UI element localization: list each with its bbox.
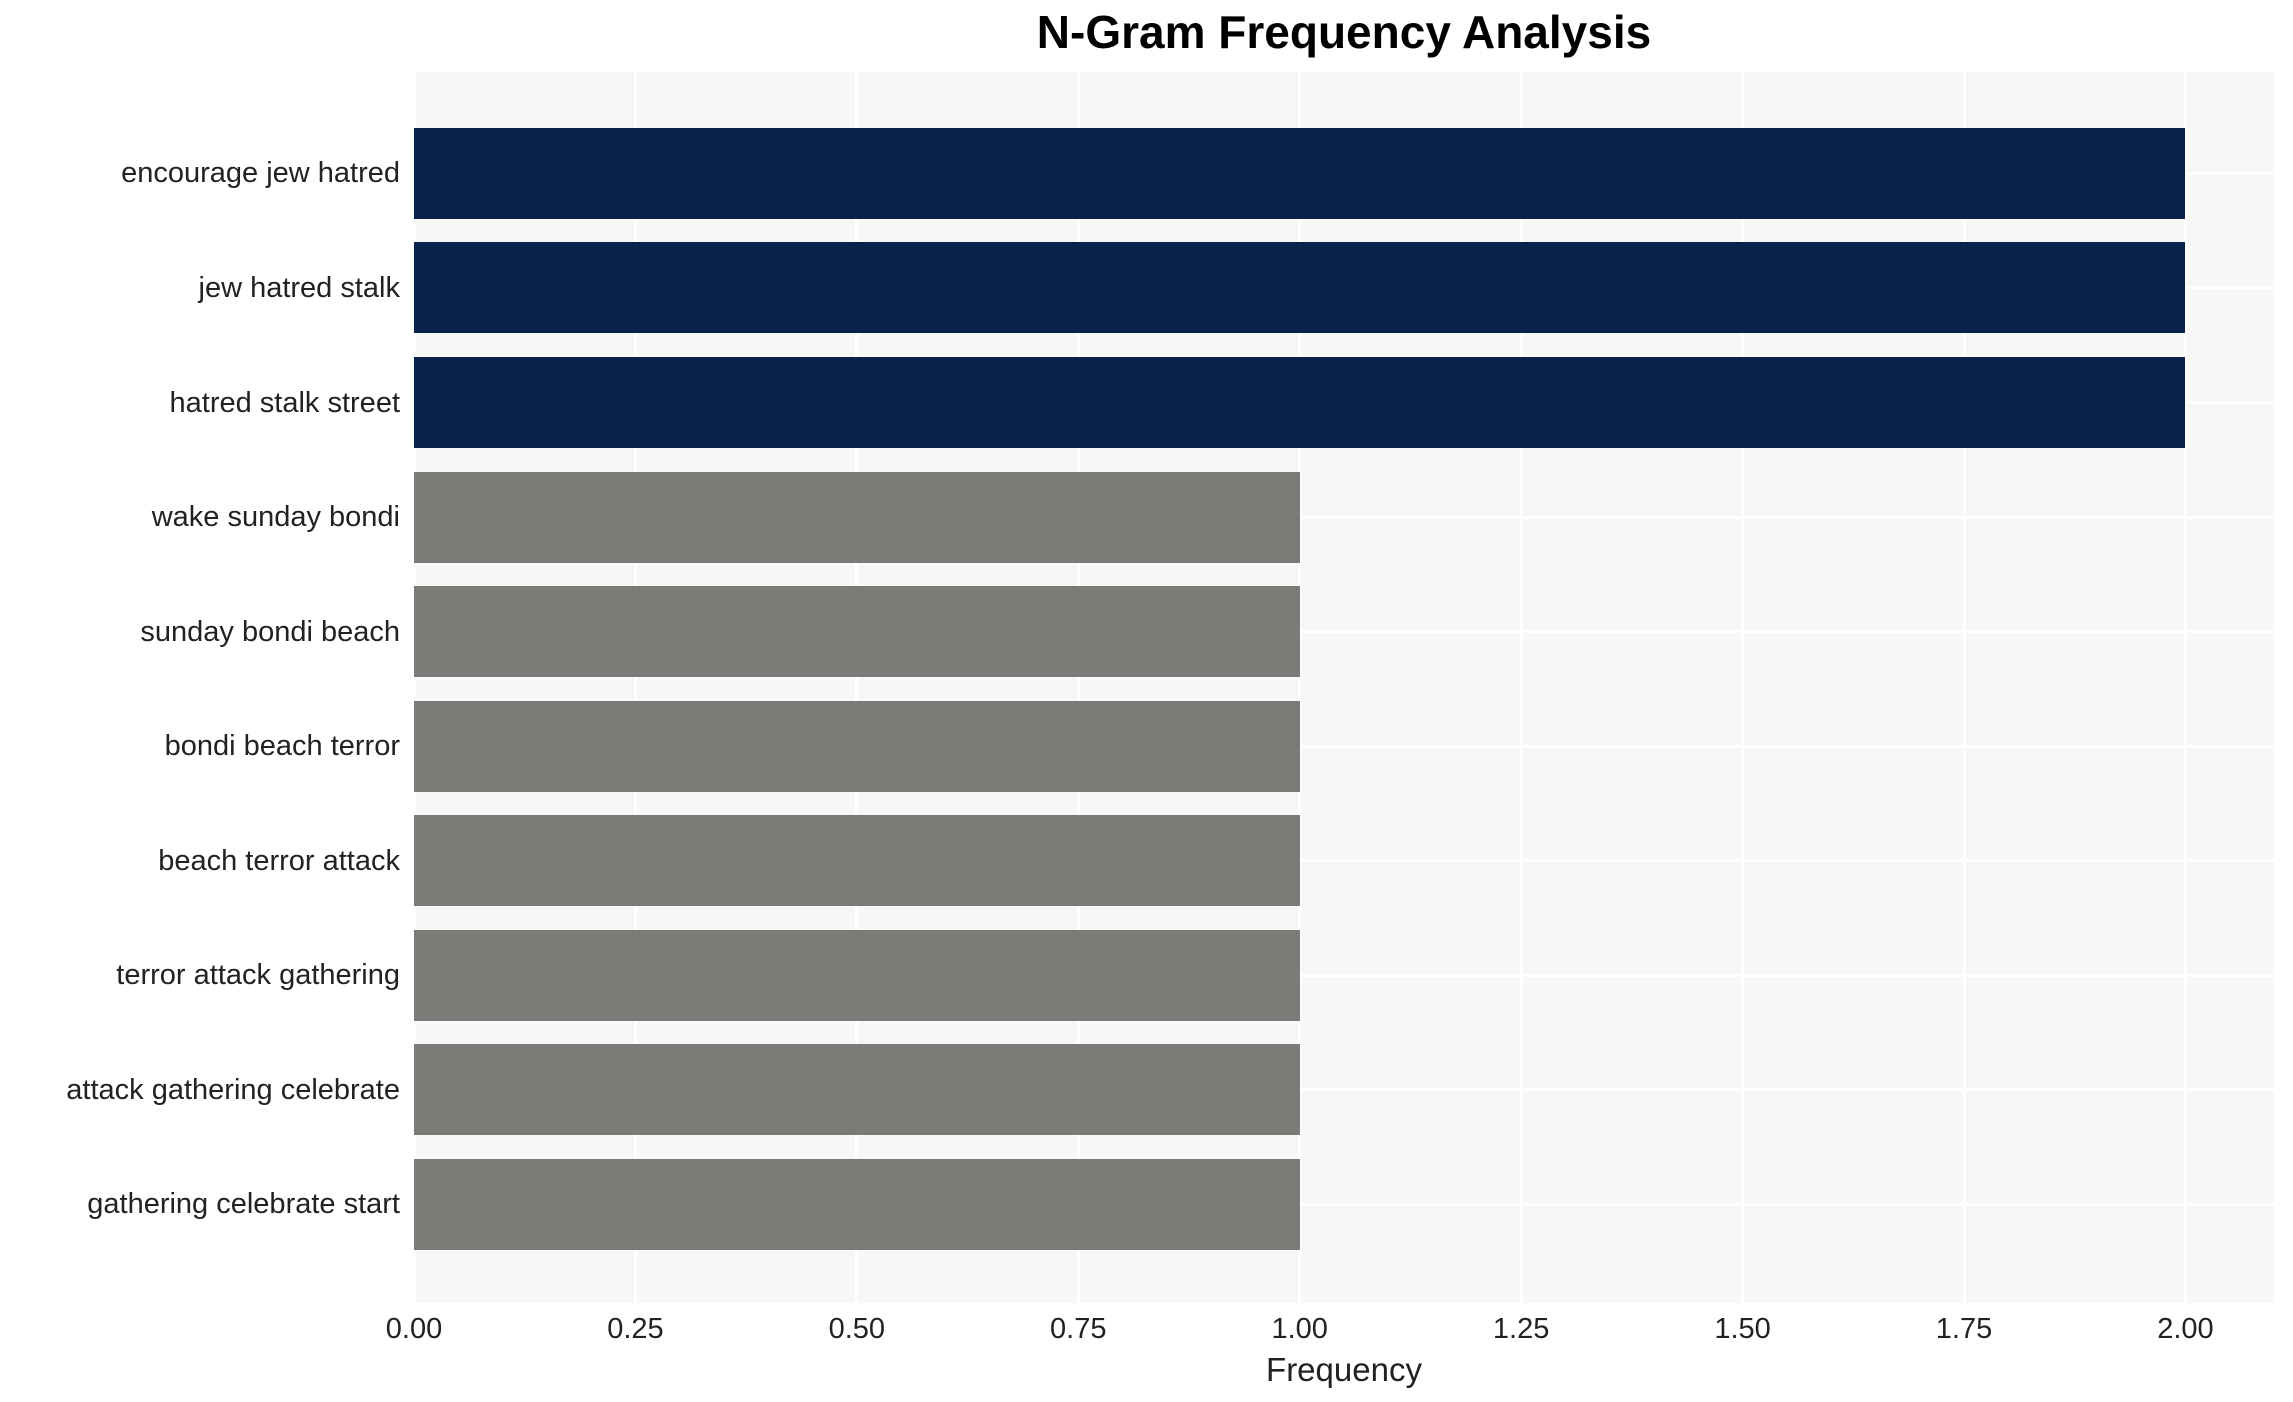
y-tick-label: gathering celebrate start [87, 1188, 400, 1221]
y-tick-label: attack gathering celebrate [66, 1073, 400, 1106]
bar-bondi-beach-terror [414, 700, 1300, 792]
y-gridline [414, 630, 2274, 634]
x-tick-label: 0.50 [828, 1313, 886, 1345]
x-axis-title: Frequency [1266, 1351, 1422, 1388]
bar-beach-terror-attack [414, 815, 1300, 907]
y-gridline [414, 744, 2274, 748]
y-gridline [414, 1202, 2274, 1206]
x-tick-label: 1.50 [1714, 1313, 1771, 1345]
x-tick-label: 1.75 [1935, 1313, 1993, 1345]
x-tick-label: 0.25 [607, 1313, 664, 1345]
x-gridline [1741, 72, 1745, 1303]
x-gridline [2183, 72, 2187, 1303]
x-gridline [1076, 72, 1080, 1303]
y-tick-label: encourage jew hatred [121, 157, 400, 190]
x-tick-label: 0.75 [1050, 1313, 1107, 1345]
y-gridline [414, 515, 2274, 519]
x-tick-label: 0.00 [385, 1313, 443, 1345]
y-tick-label: wake sunday bondi [151, 501, 400, 534]
x-gridline [1519, 72, 1523, 1303]
bar-attack-gathering-celebrate [414, 1044, 1300, 1136]
y-gridline [414, 973, 2274, 977]
y-gridline [414, 1088, 2274, 1092]
y-tick-label: bondi beach terror [164, 730, 400, 763]
bar-hatred-stalk-street [414, 357, 2186, 448]
x-tick-label: 1.25 [1492, 1313, 1550, 1345]
x-gridline [855, 72, 859, 1303]
bar-wake-sunday-bondi [414, 471, 1300, 563]
y-gridline [414, 859, 2274, 863]
y-tick-label: beach terror attack [158, 844, 400, 877]
y-tick-label: hatred stalk street [169, 386, 401, 419]
bar-encourage-jew-hatred [414, 127, 2186, 219]
chart-title: N-Gram Frequency Analysis [1036, 6, 1652, 58]
y-tick-label: terror attack gathering [116, 959, 400, 992]
plot-area [414, 72, 2274, 1303]
y-tick-label: sunday bondi beach [140, 615, 400, 648]
x-gridline [1962, 72, 1966, 1303]
bar-gathering-celebrate-start [414, 1158, 1300, 1250]
bar-jew-hatred-stalk [414, 242, 2186, 334]
x-gridline [633, 72, 637, 1303]
y-tick-label: jew hatred stalk [198, 271, 401, 304]
x-gridline [1298, 72, 1302, 1303]
bar-sunday-bondi-beach [414, 586, 1300, 678]
x-gridline [414, 72, 416, 1303]
x-tick-label: 2.00 [2157, 1313, 2214, 1345]
bar-terror-attack-gathering [414, 929, 1300, 1021]
x-tick-label: 1.00 [1271, 1313, 1328, 1345]
